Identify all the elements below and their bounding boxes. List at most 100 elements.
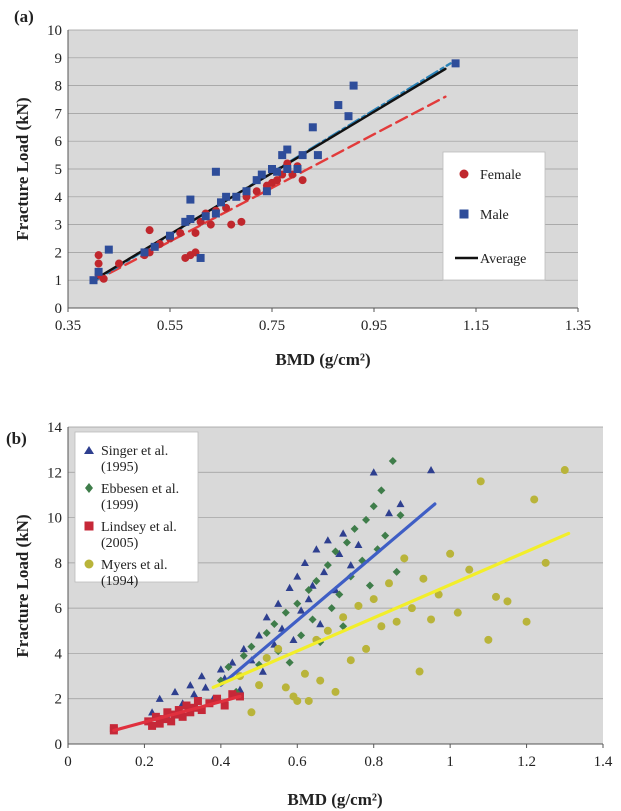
panel-a-male-point: [350, 82, 358, 90]
panel-b-myers-et-al-1994-point: [354, 602, 362, 610]
panel-b-x-tick-label: 1.4: [594, 754, 613, 770]
panel-a-male-point: [186, 215, 194, 223]
panel-a-x-tick-label: 1.15: [463, 318, 489, 334]
panel-a-y-tick-label: 8: [55, 79, 63, 95]
panel-b-myers-et-al-1994-point: [427, 615, 435, 623]
legend-myers-marker: [85, 560, 94, 569]
panel-a-female-point: [227, 221, 235, 229]
panel-a-x-tick-label: 0.35: [55, 318, 81, 334]
panel-a-x-tick-label: 0.75: [259, 318, 285, 334]
panel-a: (a) 012345678910 0.35 0.55 0.75 0.95 1.15 1.3…: [13, 7, 591, 369]
panel-b-myers-et-al-1994-point: [255, 681, 263, 689]
panel-b-myers-et-al-1994-point: [446, 550, 454, 558]
panel-b-myers-et-al-1994-point: [316, 677, 324, 685]
panel-b-myers-et-al-1994-point: [332, 688, 340, 696]
panel-a-female-point: [95, 260, 103, 268]
panel-b-legend: Singer et al. (1995) Ebbesen et al. (199…: [75, 432, 198, 589]
legend-male-marker: [460, 210, 469, 219]
panel-b-myers-et-al-1994-point: [530, 495, 538, 503]
panel-b-myers-et-al-1994-point: [247, 708, 255, 716]
panel-a-male-point: [141, 248, 149, 256]
panel-a-y-tick-label: 5: [55, 162, 63, 178]
panel-b-myers-et-al-1994-point: [274, 645, 282, 653]
panel-b-myers-et-al-1994-point: [282, 683, 290, 691]
panel-b-x-tick-label: 0.6: [288, 754, 307, 770]
panel-b-myers-et-al-1994-point: [347, 656, 355, 664]
panel-a-male-point: [334, 101, 342, 109]
panel-a-female-point: [100, 275, 108, 283]
panel-a-y-tick-label: 3: [55, 218, 63, 234]
legend-ebbesen-line1: Ebbesen et al.: [101, 482, 179, 497]
panel-b-x-tick-labels: 0 0.2 0.4 0.6 0.8 1 1.2 1.4: [64, 754, 613, 770]
panel-b-myers-et-al-1994-point: [377, 622, 385, 630]
panel-a-male-point: [212, 168, 220, 176]
panel-b-y-tick-label: 12: [47, 465, 62, 481]
panel-a-x-tick-label: 0.55: [157, 318, 183, 334]
legend-lindsey-line1: Lindsey et al.: [101, 520, 177, 535]
panel-a-male-point: [222, 193, 230, 201]
panel-a-y-tick-label: 1: [55, 273, 63, 289]
panel-b-myers-et-al-1994-point: [362, 645, 370, 653]
panel-b-x-tick-label: 0.8: [364, 754, 383, 770]
panel-b-myers-et-al-1994-point: [293, 697, 301, 705]
panel-a-x-tick-label: 0.95: [361, 318, 387, 334]
panel-b-x-tick-label: 0.4: [211, 754, 230, 770]
panel-b-myers-et-al-1994-point: [301, 670, 309, 678]
panel-a-male-point: [345, 112, 353, 120]
panel-a-male-point: [283, 165, 291, 173]
panel-b-y-tick-label: 8: [55, 556, 63, 572]
panel-a-y-tick-label: 2: [55, 245, 63, 261]
panel-a-male-point: [294, 165, 302, 173]
panel-a-y-tick-label: 9: [55, 51, 63, 67]
panel-b-myers-et-al-1994-point: [416, 668, 424, 676]
panel-b-y-tick-labels: 02468101214: [47, 420, 63, 753]
panel-a-male-point: [263, 187, 271, 195]
legend-singer-line2: (1995): [101, 460, 139, 475]
panel-b-myers-et-al-1994-point: [542, 559, 550, 567]
panel-a-male-point: [105, 246, 113, 254]
legend-lindsey-marker: [85, 522, 94, 531]
panel-a-y-tick-label: 0: [55, 301, 63, 317]
panel-b-myers-et-al-1994-point: [370, 595, 378, 603]
legend-ebbesen-line2: (1999): [101, 498, 139, 513]
panel-a-male-point: [212, 209, 220, 217]
panel-a-y-tick-label: 4: [55, 190, 63, 206]
legend-lindsey-line2: (2005): [101, 536, 139, 551]
panel-a-male-point: [151, 243, 159, 251]
legend-female-label: Female: [480, 168, 521, 183]
legend-female-marker: [460, 170, 469, 179]
panel-a-male-point: [197, 254, 205, 262]
panel-b: (b) 0 2 4 6 8 10 12 14 0 0.2 0.4 0.6 0.8 1 1.2 1.4 Fra…: [6, 420, 613, 809]
panel-a-x-tick-label: 1.35: [565, 318, 591, 334]
panel-b-y-tick-label: 0: [55, 737, 63, 753]
panel-a-legend: Female Male Average: [443, 152, 545, 280]
panel-b-y-tick-label: 2: [55, 692, 63, 708]
panel-b-y-axis-title: Fracture Load (kN): [13, 514, 32, 657]
panel-a-male-point: [258, 171, 266, 179]
panel-b-x-tick-label: 0.2: [135, 754, 154, 770]
panel-a-y-tick-labels: 0 1 2 3 4 5 6 7 8 9 10: [47, 23, 63, 317]
panel-b-myers-et-al-1994-point: [263, 654, 271, 662]
panel-b-x-axis-title: BMD (g/cm²): [287, 790, 382, 809]
panel-a-female-point: [176, 229, 184, 237]
legend-male-label: Male: [480, 208, 509, 223]
panel-b-label: (b): [6, 429, 27, 448]
panel-b-myers-et-al-1994-point: [503, 597, 511, 605]
panel-b-x-tick-label: 0: [64, 754, 72, 770]
panel-b-myers-et-al-1994-point: [477, 477, 485, 485]
panel-a-male-point: [202, 212, 210, 220]
panel-a-x-tick-labels: 0.35 0.55 0.75 0.95 1.15 1.35: [55, 318, 591, 334]
panel-b-myers-et-al-1994-point: [324, 627, 332, 635]
panel-a-female-point: [95, 251, 103, 259]
panel-b-y-tick-label: 6: [55, 601, 63, 617]
panel-a-male-point: [95, 268, 103, 276]
panel-b-lindsey-et-al-2005-point: [148, 722, 156, 730]
panel-a-female-point: [115, 260, 123, 268]
panel-a-male-point: [90, 276, 98, 284]
legend-myers-line2: (1994): [101, 574, 139, 589]
panel-a-x-axis-title: BMD (g/cm²): [275, 350, 370, 369]
panel-a-female-point: [146, 226, 154, 234]
panel-a-female-point: [207, 221, 215, 229]
panel-b-x-tick-label: 1.2: [517, 754, 536, 770]
panel-b-myers-et-al-1994-point: [400, 554, 408, 562]
